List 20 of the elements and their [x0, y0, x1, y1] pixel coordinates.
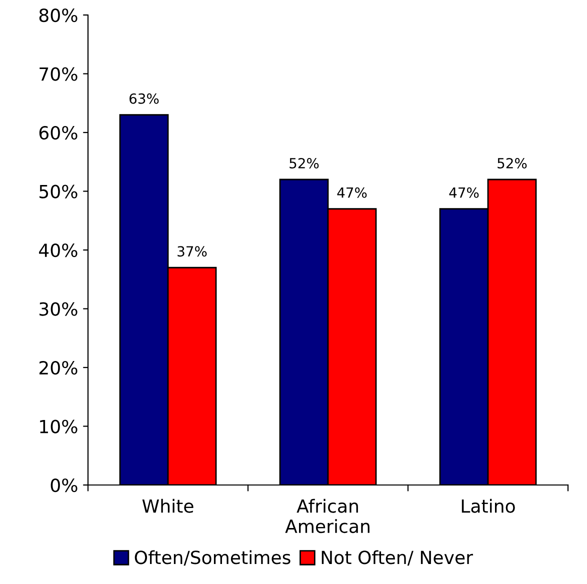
data-label: 47%	[337, 187, 367, 198]
data-label: 63%	[130, 93, 159, 104]
legend-label: Often/Sometimes	[134, 550, 290, 566]
data-label: 52%	[498, 158, 527, 168]
y-tick-label: 80%	[39, 8, 78, 22]
x-tick-label: White	[142, 498, 194, 513]
legend-label: Not Often/ Never	[322, 550, 474, 566]
y-tick-label: 10%	[40, 420, 78, 434]
data-label: 47%	[449, 187, 479, 198]
data-label: 52%	[290, 158, 319, 168]
y-tick-label: 20%	[39, 360, 78, 375]
x-tick-label: African American	[285, 498, 370, 534]
y-tick-label: 0%	[50, 478, 78, 492]
y-tick-label: 40%	[39, 243, 78, 258]
data-label: 37%	[178, 246, 207, 257]
y-tick-label: 70%	[40, 67, 78, 81]
x-tick-label: Latino	[462, 498, 515, 513]
y-tick-label: 30%	[40, 302, 78, 316]
y-tick-label: 60%	[39, 126, 78, 140]
y-tick-label: 50%	[40, 184, 78, 198]
